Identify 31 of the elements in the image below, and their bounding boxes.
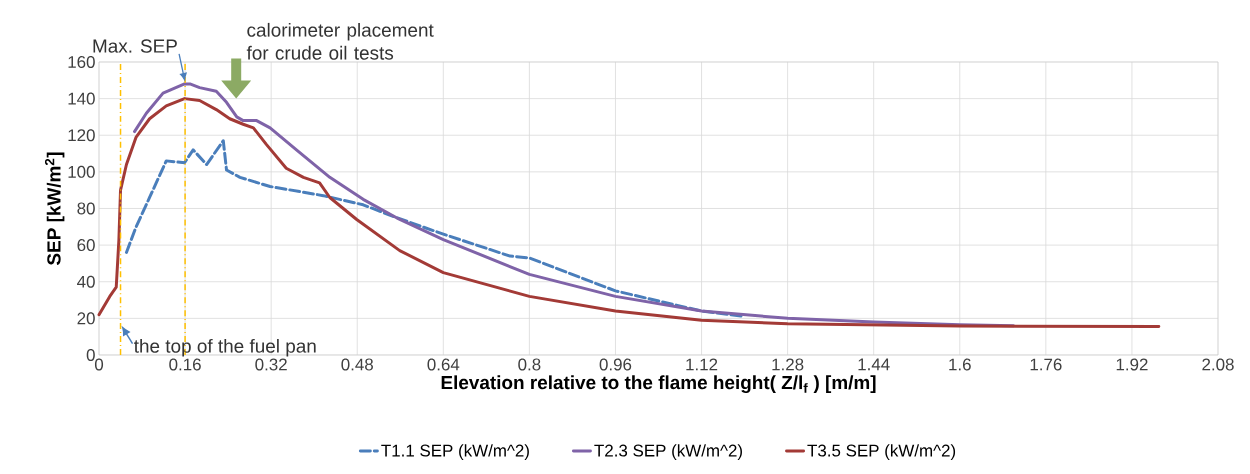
- annotation: Max. SEP: [93, 39, 177, 53]
- x-tick-label: 0.96: [599, 358, 632, 371]
- x-tick-label: 2.08: [1202, 358, 1234, 371]
- legend-label: T1.1 SEP (kW/m^2): [381, 444, 529, 460]
- y-axis-title: SEP [kW/m$^{2}$]: [44, 152, 65, 265]
- x-axis-title: Elevation relative to the flame height( Z/l$_{f}$ ) [m/m]: [441, 375, 876, 394]
- y-tick-label: 160: [68, 55, 95, 68]
- legend-label: T2.3 SEP (kW/m^2): [594, 444, 742, 460]
- y-tick-label: 60: [77, 239, 95, 252]
- x-tick-label: 0.48: [341, 358, 373, 371]
- y-tick-label: 80: [77, 202, 95, 215]
- x-tick-label: 1.44: [858, 358, 890, 371]
- legend-label: T3.5 SEP (kW/m^2): [807, 444, 956, 460]
- x-tick-label: 0.32: [255, 358, 287, 371]
- x-tick-label: 0: [94, 358, 104, 371]
- x-tick-label: 0.16: [169, 358, 201, 371]
- x-tick-label: 1.76: [1030, 358, 1062, 371]
- x-tick-label: 1.12: [686, 358, 718, 371]
- y-tick-label: 120: [68, 129, 95, 142]
- annotation: the top of the fuel pan: [134, 338, 316, 357]
- y-tick-label: 20: [77, 312, 95, 325]
- text: calorimeter placement for crude oil tests: [246, 22, 434, 60]
- x-tick-label: 1.92: [1116, 358, 1148, 371]
- x-tick-label: 1.28: [772, 358, 804, 371]
- x-tick-label: 1.6: [949, 358, 971, 371]
- y-tick-label: 40: [77, 275, 95, 288]
- y-tick-label: 140: [68, 92, 95, 105]
- y-tick-label: 100: [68, 165, 95, 178]
- x-tick-label: 0.64: [427, 358, 460, 371]
- x-tick-label: 0.8: [518, 358, 541, 371]
- y-tick-label: 0: [86, 348, 95, 361]
